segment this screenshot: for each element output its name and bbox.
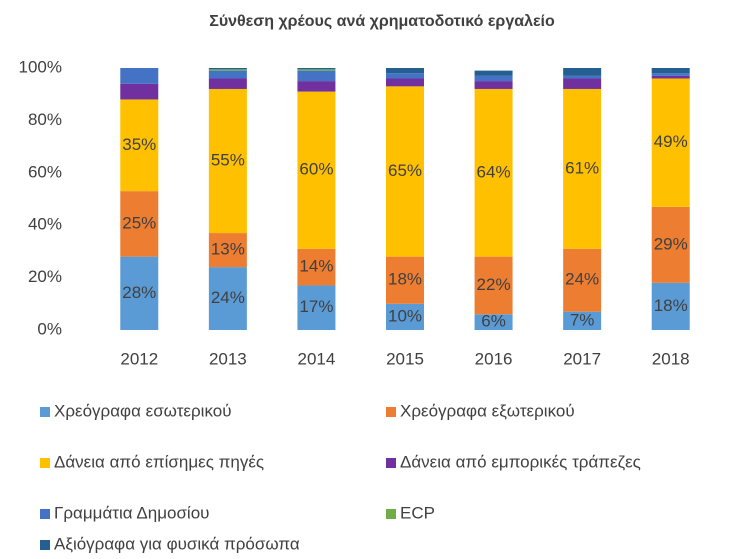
bar-segment [651, 206, 690, 283]
chart-title: Σύνθεση χρέους ανά χρηματοδοτικό εργαλεί… [209, 13, 555, 30]
bar-segment [120, 68, 159, 84]
data-label: 7% [570, 310, 595, 329]
bar-segment [208, 68, 247, 70]
legend-label: Χρεόγραφα εξωτερικού [400, 401, 575, 420]
bar-segment [474, 256, 513, 315]
legend-swatch [386, 458, 396, 468]
data-label: 61% [565, 158, 599, 177]
x-tick-label: 2016 [475, 349, 513, 368]
bar-segment [651, 75, 690, 79]
data-label: 18% [654, 296, 688, 315]
bar-segment [208, 69, 247, 71]
legend-swatch [40, 509, 50, 519]
bar-segment [208, 233, 247, 268]
bar-segment [297, 70, 336, 82]
bar-segment [208, 88, 247, 234]
bar-segment [386, 78, 424, 87]
legend-swatch [386, 407, 396, 417]
legend-label: Χρεόγραφα εσωτερικού [54, 401, 232, 420]
bar-segment [563, 311, 602, 330]
data-label: 25% [122, 213, 156, 232]
bar-segment [297, 285, 336, 330]
y-tick-label: 60% [28, 162, 62, 181]
bar-segment [297, 248, 336, 286]
data-label: 18% [388, 270, 422, 289]
bar-segment [651, 78, 690, 207]
y-tick-label: 40% [28, 215, 62, 234]
bar-segment [386, 256, 424, 304]
data-label: 64% [477, 162, 511, 181]
data-label: 60% [299, 160, 333, 179]
data-label: 10% [388, 306, 422, 325]
bar-segment [474, 314, 513, 330]
bar-segment [297, 81, 336, 92]
data-label: 17% [299, 297, 333, 316]
bar-segment [120, 191, 159, 257]
data-label: 24% [565, 270, 599, 289]
bar-segment [563, 75, 602, 79]
bar-segment [386, 86, 424, 257]
bar-segment [208, 267, 247, 330]
x-tick-label: 2018 [652, 349, 690, 368]
legend-swatch [40, 540, 50, 550]
bar-segment [120, 99, 159, 192]
bar-segment [563, 78, 602, 89]
y-tick-label: 20% [28, 267, 62, 286]
legend-label: Αξιόγραφα για φυσικά πρόσωπα [54, 534, 300, 553]
x-tick-label: 2012 [120, 349, 158, 368]
data-label: 14% [299, 257, 333, 276]
x-tick-label: 2013 [209, 349, 247, 368]
legend-swatch [40, 407, 50, 417]
bar-segment [563, 68, 602, 76]
bar-segment [474, 75, 513, 82]
legend-label: Δάνεια από εμπορικές τράπεζες [400, 452, 641, 471]
bar-segment [474, 81, 513, 89]
bar-segment [386, 68, 424, 74]
bar-segment [386, 303, 424, 330]
x-tick-label: 2014 [298, 349, 336, 368]
legend-label: ECP [400, 503, 435, 522]
data-label: 29% [654, 234, 688, 253]
data-label: 49% [654, 132, 688, 151]
data-label: 22% [477, 275, 511, 294]
legend-swatch [40, 458, 50, 468]
bar-segment [120, 256, 159, 330]
x-tick-label: 2015 [386, 349, 424, 368]
data-label: 6% [481, 312, 506, 331]
data-label: 55% [211, 150, 245, 169]
bar-segment [651, 282, 690, 330]
data-label: 28% [122, 283, 156, 302]
bar-segment [651, 68, 690, 74]
y-tick-label: 80% [28, 110, 62, 129]
y-tick-label: 0% [37, 319, 62, 338]
data-label: 13% [211, 240, 245, 259]
bar-segment [120, 83, 159, 100]
bar-segment [563, 248, 602, 312]
data-label: 35% [122, 135, 156, 154]
bar-segment [386, 73, 424, 79]
bar-segment [297, 68, 336, 70]
legend-label: Γραμμάτια Δημοσίου [54, 503, 209, 522]
data-label: 65% [388, 161, 422, 180]
bar-segment [297, 69, 336, 71]
bar-segment [474, 70, 513, 76]
y-tick-label: 100% [19, 57, 62, 76]
data-label: 24% [211, 288, 245, 307]
bar-segment [651, 73, 690, 76]
bar-segment [297, 91, 336, 249]
legend-label: Δάνεια από επίσημες πηγές [54, 452, 264, 471]
bar-segment [208, 70, 247, 79]
x-tick-label: 2017 [563, 349, 601, 368]
legend-swatch [386, 509, 396, 519]
bar-segment [563, 88, 602, 249]
bar-segment [474, 88, 513, 257]
bar-segment [208, 78, 247, 89]
